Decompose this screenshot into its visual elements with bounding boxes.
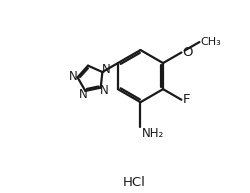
Text: CH₃: CH₃ — [201, 37, 222, 47]
Text: HCl: HCl — [122, 176, 146, 189]
Text: N: N — [100, 84, 108, 97]
Text: NH₂: NH₂ — [142, 127, 164, 141]
Text: N: N — [79, 88, 88, 102]
Text: N: N — [102, 63, 110, 76]
Text: F: F — [183, 93, 190, 106]
Text: O: O — [182, 46, 193, 59]
Text: N: N — [69, 70, 78, 83]
